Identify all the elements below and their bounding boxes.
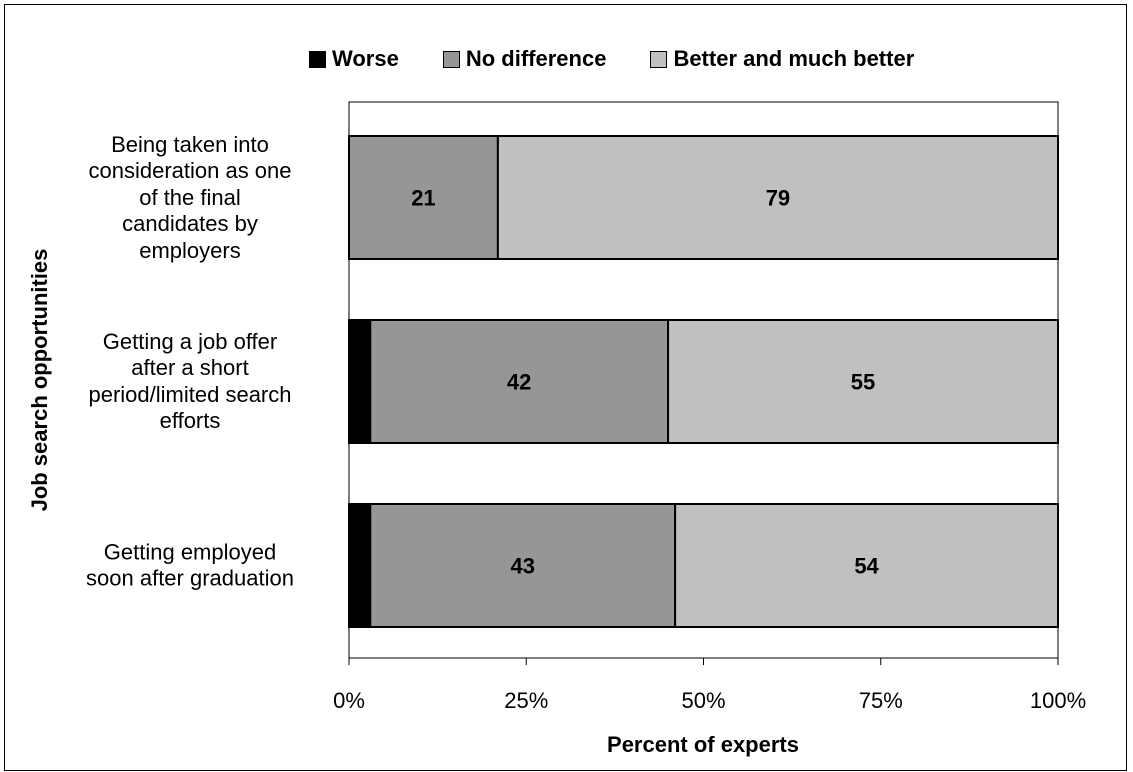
bar-segment (348, 135, 499, 260)
x-tick-label: 25% (504, 688, 549, 713)
legend-swatch-worse (309, 50, 326, 68)
category-label-line: Getting employed (103, 539, 277, 564)
legend-label-worse: Worse (332, 46, 399, 71)
data-label: 79 (766, 186, 790, 211)
bar-segment (348, 503, 372, 628)
category-label-line: employers (139, 237, 241, 263)
x-tick-label: 100% (1029, 688, 1087, 713)
legend-item-better: Better and much better (650, 46, 914, 72)
category-label: Being taken into consideration as one of t… (40, 131, 340, 264)
x-tick-label: 0% (333, 688, 365, 713)
x-axis-title: Percent of experts (607, 732, 799, 757)
category-label: Getting a job offer after a short period/l… (40, 329, 340, 435)
data-label: 54 (854, 554, 879, 579)
category-label-line: Getting a job offer (102, 328, 278, 354)
legend-swatch-better (650, 50, 668, 68)
category-label-line: Being taken into (111, 131, 269, 157)
legend-swatch-no-difference (442, 50, 460, 68)
legend: Worse No difference Better and much bett… (309, 46, 914, 72)
category-label: Getting employed soon after graduation (40, 539, 340, 592)
data-label: 21 (411, 186, 435, 211)
x-tick-label: 50% (681, 688, 726, 713)
legend-label-no-difference: No difference (465, 46, 607, 71)
legend-label-better: Better and much better (673, 46, 915, 71)
x-tick-label: 75% (858, 688, 903, 713)
data-label: 42 (507, 370, 531, 395)
bar-segment (369, 319, 670, 444)
bar-segment (667, 319, 1059, 444)
category-label-line: after a short (131, 355, 249, 380)
category-label-line: soon after graduation (86, 565, 294, 591)
bar-segment (348, 319, 372, 444)
category-label-line: efforts (159, 408, 221, 433)
data-label: 43 (510, 554, 534, 579)
category-label-line: candidates by (122, 210, 258, 236)
legend-item-worse: Worse (309, 46, 399, 72)
bar-segment (496, 135, 1059, 260)
bar-segment (674, 503, 1059, 628)
category-label-line: period/limited search (88, 381, 292, 407)
category-label-line: consideration as one (88, 157, 292, 183)
category-label-line: of the final (139, 184, 241, 210)
data-label: 55 (851, 370, 875, 395)
legend-item-no-difference: No difference (442, 46, 607, 72)
